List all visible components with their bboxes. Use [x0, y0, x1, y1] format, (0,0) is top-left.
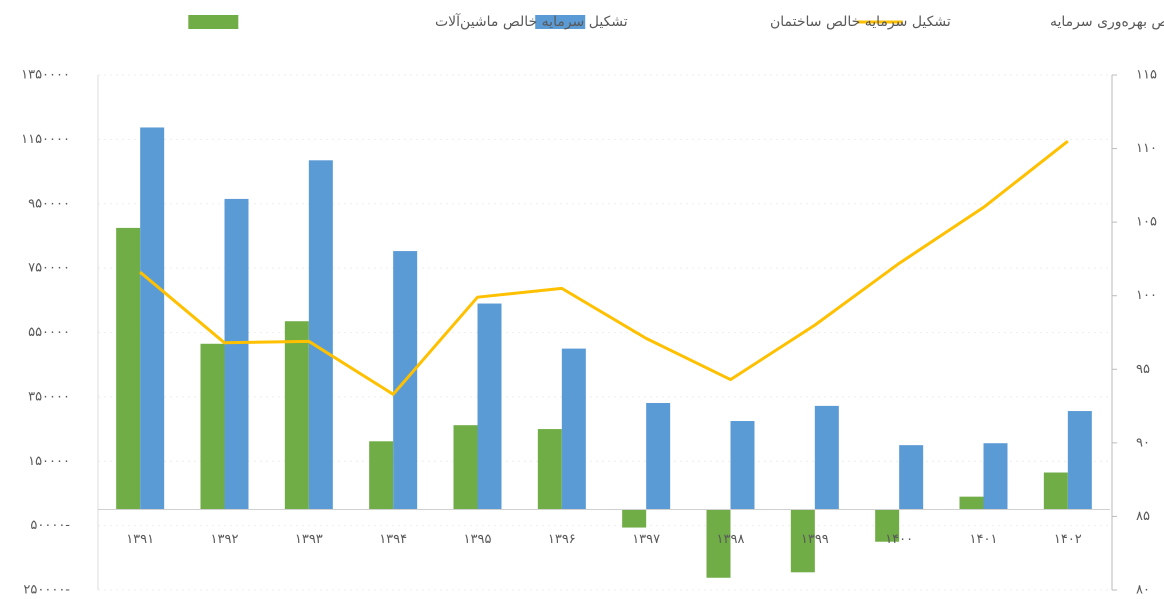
x-tick-label: ۱۳۹۷	[632, 532, 660, 547]
x-tick-label: ۱۳۹۱	[126, 532, 154, 547]
y-tick-label: ۱۱۵۰۰۰۰	[21, 132, 70, 147]
bar	[899, 445, 924, 510]
bar	[1043, 472, 1068, 510]
y2-tick-label: ۸۰	[1136, 583, 1150, 598]
x-tick-label: ۱۳۹۴	[379, 532, 407, 547]
y-tick-label: ۱۵۰۰۰۰	[28, 454, 70, 469]
line	[139, 140, 1069, 396]
y-tick-label: ۱۳۵۰۰۰۰	[21, 68, 70, 83]
y2-tick-label: ۱۰۰	[1136, 288, 1157, 303]
bar	[200, 343, 225, 510]
y-tick-label: ۷۵۰۰۰۰	[28, 261, 70, 276]
x-tick-label: ۱۳۹۳	[295, 532, 323, 547]
bar	[224, 198, 249, 510]
x-tick-label: ۱۳۹۶	[548, 532, 576, 547]
bar	[561, 348, 586, 510]
bar	[983, 443, 1008, 510]
y2-tick-label: ۸۵	[1136, 509, 1150, 524]
y-tick-label: ۵۵۰۰۰۰	[28, 325, 70, 340]
y-tick-label: ۳۵۰۰۰۰	[28, 389, 70, 404]
x-tick-label: ۱۳۹۲	[211, 532, 239, 547]
bar	[284, 321, 309, 510]
x-tick-label: ۱۳۹۹	[801, 532, 829, 547]
legend-swatch	[535, 15, 586, 29]
bar	[537, 429, 562, 510]
x-tick-label: ۱۴۰۰	[885, 532, 913, 547]
bar	[116, 227, 141, 510]
bar	[730, 421, 755, 510]
bar	[477, 303, 502, 510]
y2-tick-label: ۱۱۰	[1136, 141, 1157, 156]
legend-label: شاخص بهره‌وری سرمایه	[1050, 14, 1164, 30]
bar	[646, 402, 671, 510]
bar	[706, 509, 731, 578]
legend-label: تشکیل سرمایه خالص ساختمان	[770, 14, 951, 30]
bar	[308, 160, 333, 510]
y2-tick-label: ۱۰۵	[1136, 215, 1157, 230]
bar	[790, 509, 815, 573]
x-tick-label: ۱۳۹۸	[717, 532, 745, 547]
bar	[959, 496, 984, 510]
bar	[140, 127, 165, 510]
bar	[1067, 411, 1092, 510]
bar	[875, 509, 900, 542]
legend-swatch	[188, 15, 239, 29]
y2-tick-label: ۱۱۵	[1136, 68, 1157, 83]
legend-label: تشکیل سرمایه خالص ماشین‌آلات	[435, 13, 628, 30]
bar	[369, 441, 394, 510]
y-tick-label: ۲۵۰۰۰۰-	[23, 583, 70, 598]
bar	[814, 405, 839, 510]
x-tick-label: ۱۴۰۲	[1054, 532, 1082, 547]
y-tick-label: ۹۵۰۰۰۰	[28, 196, 70, 211]
bar	[453, 425, 478, 510]
x-tick-label: ۱۴۰۱	[970, 532, 998, 547]
y2-tick-label: ۹۰	[1136, 435, 1150, 450]
bar	[622, 509, 647, 528]
y2-tick-label: ۹۵	[1136, 362, 1150, 377]
y-tick-label: ۵۰۰۰۰-	[30, 518, 70, 533]
x-tick-label: ۱۳۹۵	[464, 532, 492, 547]
